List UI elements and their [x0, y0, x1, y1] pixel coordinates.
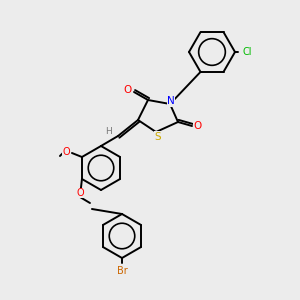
Text: N: N	[167, 96, 175, 106]
Text: Br: Br	[117, 266, 128, 276]
Text: Cl: Cl	[242, 47, 252, 57]
Text: H: H	[105, 128, 111, 136]
Text: O: O	[76, 188, 84, 198]
Text: S: S	[155, 132, 161, 142]
Text: O: O	[124, 85, 132, 95]
Text: O: O	[62, 147, 70, 157]
Text: O: O	[194, 121, 202, 131]
